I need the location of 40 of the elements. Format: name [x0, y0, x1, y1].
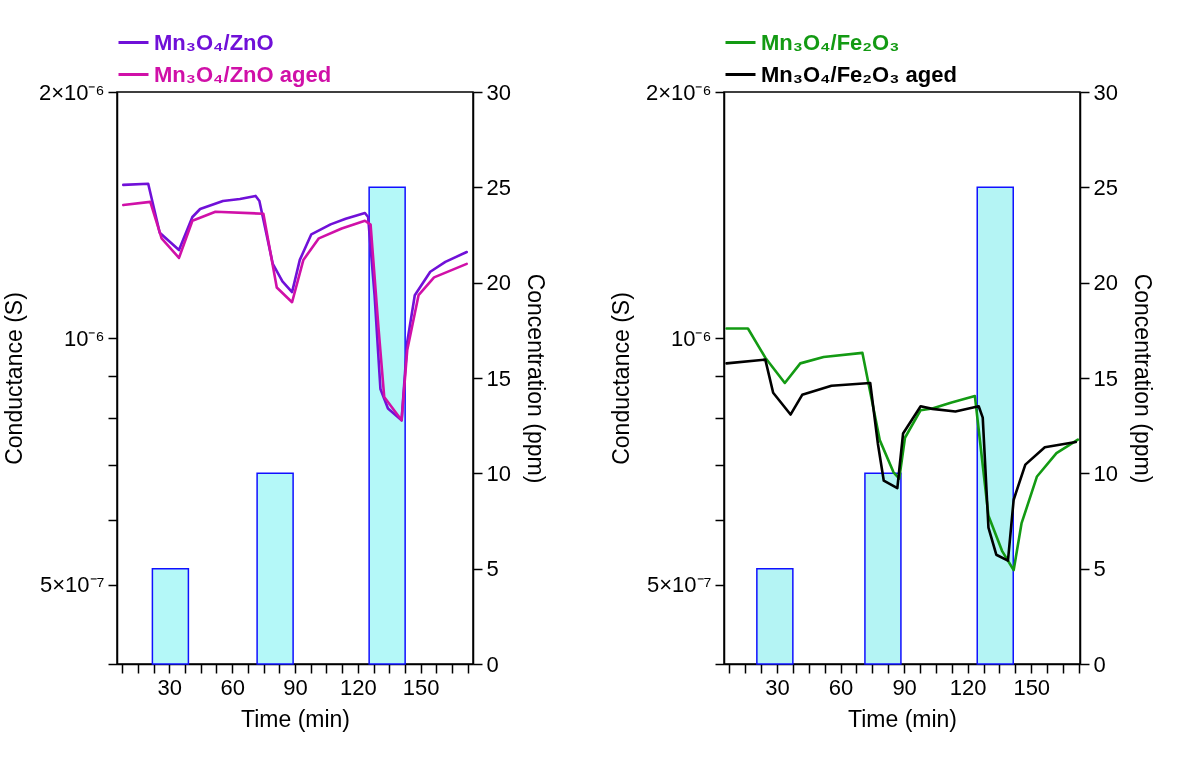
x-tick-label: 120 — [949, 674, 987, 700]
x-tick-label: 150 — [1013, 674, 1051, 700]
y-tick-label: 10⁻⁶ — [670, 325, 712, 351]
y2-tick-label: 20 — [486, 270, 511, 296]
y2-tick-label: 15 — [1093, 365, 1118, 391]
x-tick-label: 90 — [892, 674, 917, 700]
y2-tick-label: 5 — [1093, 556, 1106, 582]
y-axis-title: Conductance (S) — [607, 292, 634, 465]
x-axis-title: Time (min) — [240, 705, 351, 732]
y-axis-title: Conductance (S) — [0, 292, 27, 465]
y-tick-label: 5×10⁻⁷ — [39, 572, 105, 598]
y2-tick-label: 0 — [1093, 651, 1106, 677]
y2-tick-label: 30 — [1093, 79, 1118, 105]
legend-label: Mn₃O₄/ZnO aged — [154, 61, 332, 87]
x-tick-label: 60 — [828, 674, 854, 700]
legend-label: Mn₃O₄/Fe₂O₃ — [761, 29, 900, 55]
x-tick-label: 120 — [339, 674, 377, 700]
y2-tick-label: 10 — [1093, 460, 1118, 486]
y-tick-label: 2×10⁻⁶ — [645, 79, 712, 105]
legend-label: Mn₃O₄/ZnO — [154, 29, 274, 55]
x-tick-label: 60 — [220, 674, 245, 700]
y2-tick-label: 10 — [486, 460, 511, 486]
x-tick-label: 90 — [283, 674, 308, 700]
y-tick-label: 5×10⁻⁷ — [646, 572, 712, 598]
y2-tick-label: 20 — [1093, 270, 1118, 296]
y2-tick-label: 30 — [486, 79, 511, 105]
y2-tick-label: 25 — [1093, 174, 1118, 200]
y2-axis-title: Concentration (ppm) — [1129, 273, 1156, 484]
y-tick-label: 2×10⁻⁶ — [38, 79, 105, 105]
x-tick-label: 30 — [157, 674, 183, 700]
x-tick-label: 150 — [402, 674, 440, 700]
y-tick-label: 10⁻⁶ — [63, 325, 105, 351]
y2-tick-label: 15 — [486, 365, 511, 391]
y2-tick-label: 5 — [486, 556, 499, 582]
y2-axis-title: Concentration (ppm) — [522, 273, 549, 484]
y2-tick-label: 0 — [486, 651, 499, 677]
x-tick-label: 30 — [765, 674, 790, 700]
y2-tick-label: 25 — [486, 174, 511, 200]
x-axis-title: Time (min) — [847, 705, 958, 732]
legend-label: Mn₃O₄/Fe₂O₃ aged — [761, 61, 957, 87]
